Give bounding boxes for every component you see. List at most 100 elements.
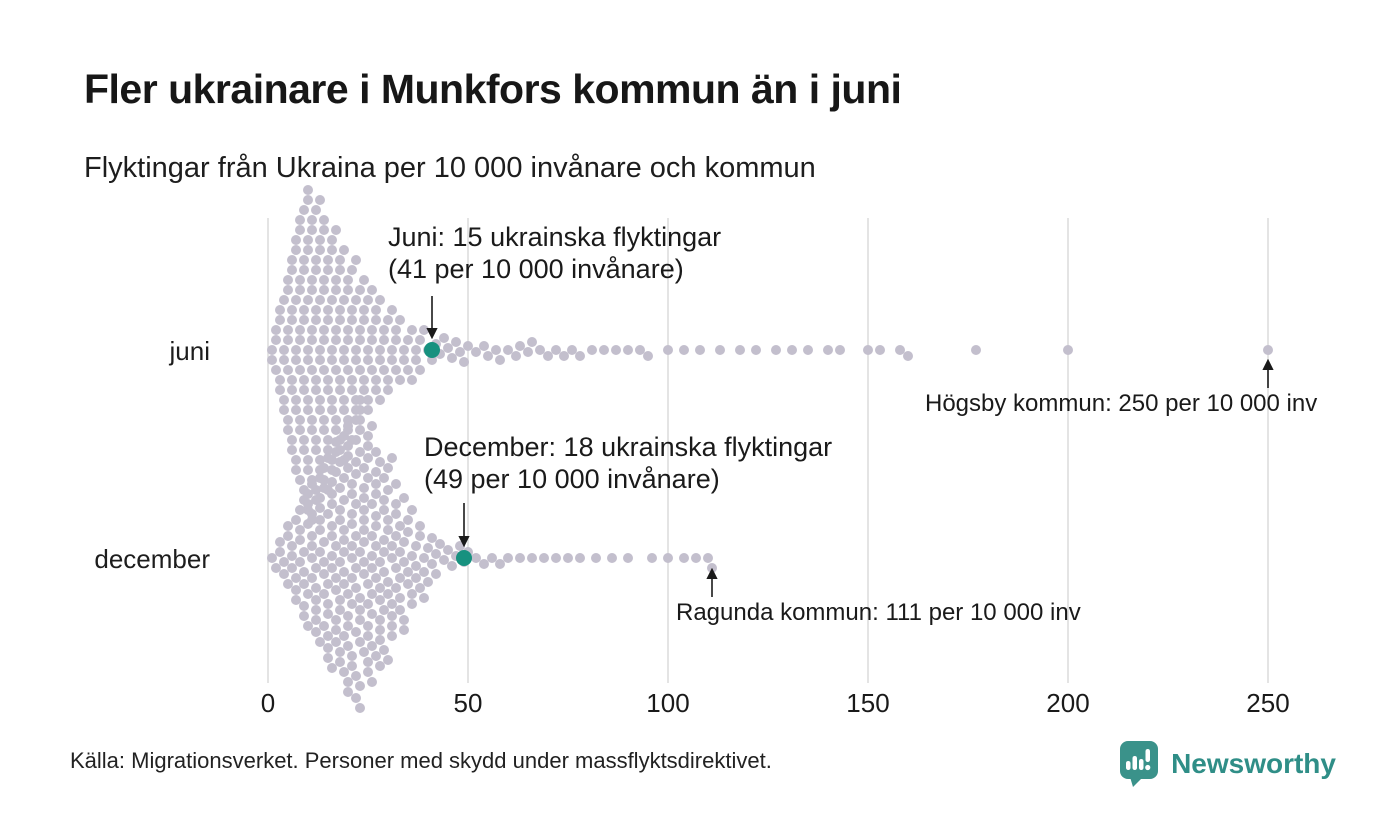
municipality-dot [351, 295, 361, 305]
municipality-dot [395, 547, 405, 557]
municipality-dot [379, 535, 389, 545]
municipality-dot [451, 337, 461, 347]
municipality-dot [307, 335, 317, 345]
municipality-dot [399, 345, 409, 355]
municipality-dot [395, 593, 405, 603]
municipality-dot [355, 615, 365, 625]
municipality-dot [335, 385, 345, 395]
municipality-dot [295, 415, 305, 425]
municipality-dot [387, 631, 397, 641]
municipality-dot [355, 425, 365, 435]
municipality-dot [319, 569, 329, 579]
municipality-dot [375, 635, 385, 645]
municipality-dot [311, 375, 321, 385]
municipality-dot [443, 545, 453, 555]
municipality-dot [307, 215, 317, 225]
municipality-dot [443, 343, 453, 353]
municipality-dot [283, 285, 293, 295]
municipality-dot [295, 535, 305, 545]
municipality-dot [691, 553, 701, 563]
municipality-dot [515, 553, 525, 563]
municipality-dot [291, 585, 301, 595]
municipality-dot [367, 609, 377, 619]
municipality-dot [371, 489, 381, 499]
municipality-dot [375, 583, 385, 593]
municipality-dot [315, 547, 325, 557]
municipality-dot [359, 305, 369, 315]
municipality-dot [307, 225, 317, 235]
municipality-dot [359, 525, 369, 535]
municipality-dot [303, 465, 313, 475]
municipality-dot [415, 365, 425, 375]
municipality-dot [771, 345, 781, 355]
municipality-dot [291, 235, 301, 245]
annotation-juni-highlight: Juni: 15 ukrainska flyktingar (41 per 10… [388, 221, 721, 285]
municipality-dot [359, 515, 369, 525]
municipality-dot [283, 365, 293, 375]
municipality-dot [319, 215, 329, 225]
municipality-dot [339, 547, 349, 557]
municipality-dot [379, 645, 389, 655]
municipality-dot [363, 355, 373, 365]
municipality-dot [331, 325, 341, 335]
municipality-dot [331, 365, 341, 375]
municipality-dot [295, 225, 305, 235]
municipality-dot [275, 305, 285, 315]
municipality-dot [407, 589, 417, 599]
municipality-dot [287, 551, 297, 561]
municipality-dot [343, 589, 353, 599]
municipality-dot [303, 185, 313, 195]
municipality-dot [367, 335, 377, 345]
municipality-dot [347, 661, 357, 671]
municipality-dot [359, 569, 369, 579]
municipality-dot [307, 479, 317, 489]
municipality-dot [623, 553, 633, 563]
municipality-dot [331, 573, 341, 583]
municipality-dot [383, 589, 393, 599]
municipality-dot [355, 637, 365, 647]
municipality-dot [407, 325, 417, 335]
municipality-dot [391, 325, 401, 335]
municipality-dot [339, 355, 349, 365]
municipality-dot [331, 447, 341, 457]
municipality-dot [703, 553, 713, 563]
municipality-dot [295, 285, 305, 295]
municipality-dot [343, 641, 353, 651]
municipality-dot [343, 325, 353, 335]
municipality-dot [335, 255, 345, 265]
annotation-december-line1: December: 18 ukrainska flyktingar [424, 432, 833, 462]
municipality-dot [787, 345, 797, 355]
municipality-dot [351, 583, 361, 593]
municipality-dot [363, 667, 373, 677]
municipality-dot [551, 345, 561, 355]
municipality-dot [339, 395, 349, 405]
municipality-dot [323, 631, 333, 641]
municipality-dot [303, 489, 313, 499]
municipality-dot [351, 627, 361, 637]
municipality-dot [279, 395, 289, 405]
municipality-dot [371, 541, 381, 551]
municipality-dot [363, 579, 373, 589]
municipality-dot [311, 305, 321, 315]
municipality-dot [599, 345, 609, 355]
municipality-dot [315, 235, 325, 245]
municipality-dot [319, 285, 329, 295]
municipality-dot [331, 225, 341, 235]
municipality-dot [287, 255, 297, 265]
municipality-dot [367, 421, 377, 431]
municipality-dot [351, 355, 361, 365]
municipality-dot [327, 295, 337, 305]
municipality-dot [315, 355, 325, 365]
municipality-dot [271, 563, 281, 573]
municipality-dot [395, 315, 405, 325]
municipality-dot [363, 473, 373, 483]
municipality-dot [331, 285, 341, 295]
municipality-dot [307, 573, 317, 583]
municipality-dot [355, 325, 365, 335]
municipality-dot [283, 275, 293, 285]
municipality-dot [363, 657, 373, 667]
municipality-dot [363, 431, 373, 441]
municipality-dot [299, 205, 309, 215]
page-subtitle: Flyktingar från Ukraina per 10 000 invån… [84, 152, 816, 184]
gridlines [267, 218, 1269, 683]
